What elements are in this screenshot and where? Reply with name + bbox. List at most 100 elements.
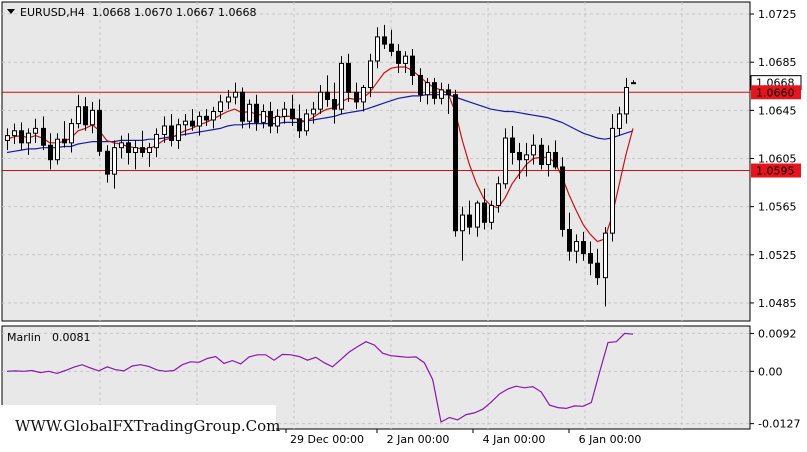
candle (76, 94, 81, 129)
candle-body (510, 137, 515, 153)
candle (553, 140, 558, 170)
candle (382, 24, 387, 49)
candle (546, 145, 551, 177)
candle (297, 104, 302, 139)
candle (140, 130, 145, 158)
candle-body (147, 147, 152, 153)
price-axis-label: 1.0605 (758, 152, 797, 165)
candle-body (553, 151, 558, 168)
candle-body (403, 55, 408, 64)
watermark-text: WWW.GlobalFXTradingGroup.Com (15, 417, 280, 435)
candle-body (297, 118, 302, 132)
candle-body (467, 214, 472, 228)
candle-body (76, 106, 81, 125)
candle-body (19, 130, 24, 144)
candle-body (133, 147, 138, 153)
candle (489, 200, 494, 230)
candle (460, 206, 465, 261)
candle-body (247, 103, 252, 122)
candle (169, 113, 174, 147)
candle (531, 134, 536, 165)
candle-body (119, 142, 124, 149)
candle-body (368, 60, 373, 88)
candle-body (432, 82, 437, 99)
dropdown-triangle-icon[interactable] (7, 9, 15, 14)
candle-body (617, 113, 622, 129)
candle-body (69, 123, 74, 144)
candle-body (531, 144, 536, 156)
candle (226, 89, 231, 110)
candle-body (346, 62, 351, 93)
candle-body (410, 55, 415, 76)
candle (83, 97, 88, 131)
candle-body (339, 62, 344, 110)
candle (282, 101, 287, 124)
candle-body (581, 241, 586, 255)
candle (290, 94, 295, 126)
candle (69, 118, 74, 153)
candle (346, 53, 351, 102)
level-price-label: 1.0595 (756, 165, 795, 178)
candle-body (190, 120, 195, 127)
candle (403, 51, 408, 74)
candle-body (268, 111, 273, 127)
indicator-value-label: 0.0081 (52, 331, 91, 344)
candle-body (439, 89, 444, 99)
level-price-label: 1.0660 (756, 86, 795, 99)
candle (418, 68, 423, 102)
candle-body (396, 50, 401, 64)
candle-body (595, 262, 600, 279)
price-axis-label: 1.0485 (758, 297, 797, 310)
candle (368, 53, 373, 98)
candle (12, 123, 17, 145)
candle (581, 231, 586, 261)
candle (233, 82, 238, 105)
candle (510, 125, 515, 165)
candle (325, 75, 330, 107)
level-price-tag (751, 85, 801, 100)
candle-body (382, 36, 387, 45)
time-axis-label: 2 Jan 00:00 (387, 433, 450, 446)
time-axis-label: 4 Jan 00:00 (483, 433, 546, 446)
time-axis-label: 6 Jan 00:00 (579, 433, 642, 446)
candle-body (162, 125, 167, 135)
candle (162, 116, 167, 143)
candle (204, 109, 209, 126)
candle-body (55, 138, 60, 161)
price-axis-label: 1.0525 (758, 249, 797, 262)
candle (119, 135, 124, 159)
candle (574, 234, 579, 264)
candle-body (418, 74, 423, 96)
candle (475, 200, 480, 237)
candlestick-series (5, 24, 636, 307)
candle (332, 82, 337, 124)
candle-body (211, 111, 216, 121)
candle (154, 128, 159, 158)
candle-body (290, 108, 295, 120)
candle (240, 87, 245, 129)
time-axis-label: 29 Dec 00:00 (290, 433, 364, 446)
candle-body (90, 109, 95, 126)
price-axis-label: 1.0565 (758, 201, 797, 214)
candle (588, 241, 593, 276)
candle (496, 176, 501, 213)
price-grid (2, 2, 750, 321)
candle-body (275, 115, 280, 127)
candle (439, 82, 444, 105)
candle-body (5, 135, 10, 141)
candle-body (97, 109, 102, 152)
candle-body (361, 86, 366, 103)
candle-body (204, 115, 209, 121)
candle (183, 113, 188, 136)
candle-body (496, 183, 501, 206)
candle (176, 118, 181, 149)
candle (595, 248, 600, 285)
candle (48, 133, 53, 170)
candle-body (197, 115, 202, 127)
candle-body (453, 94, 458, 232)
candle-body (489, 204, 494, 223)
candle (503, 128, 508, 189)
candle-body (389, 43, 394, 52)
marlin-axis-label: 0.00 (758, 365, 783, 378)
